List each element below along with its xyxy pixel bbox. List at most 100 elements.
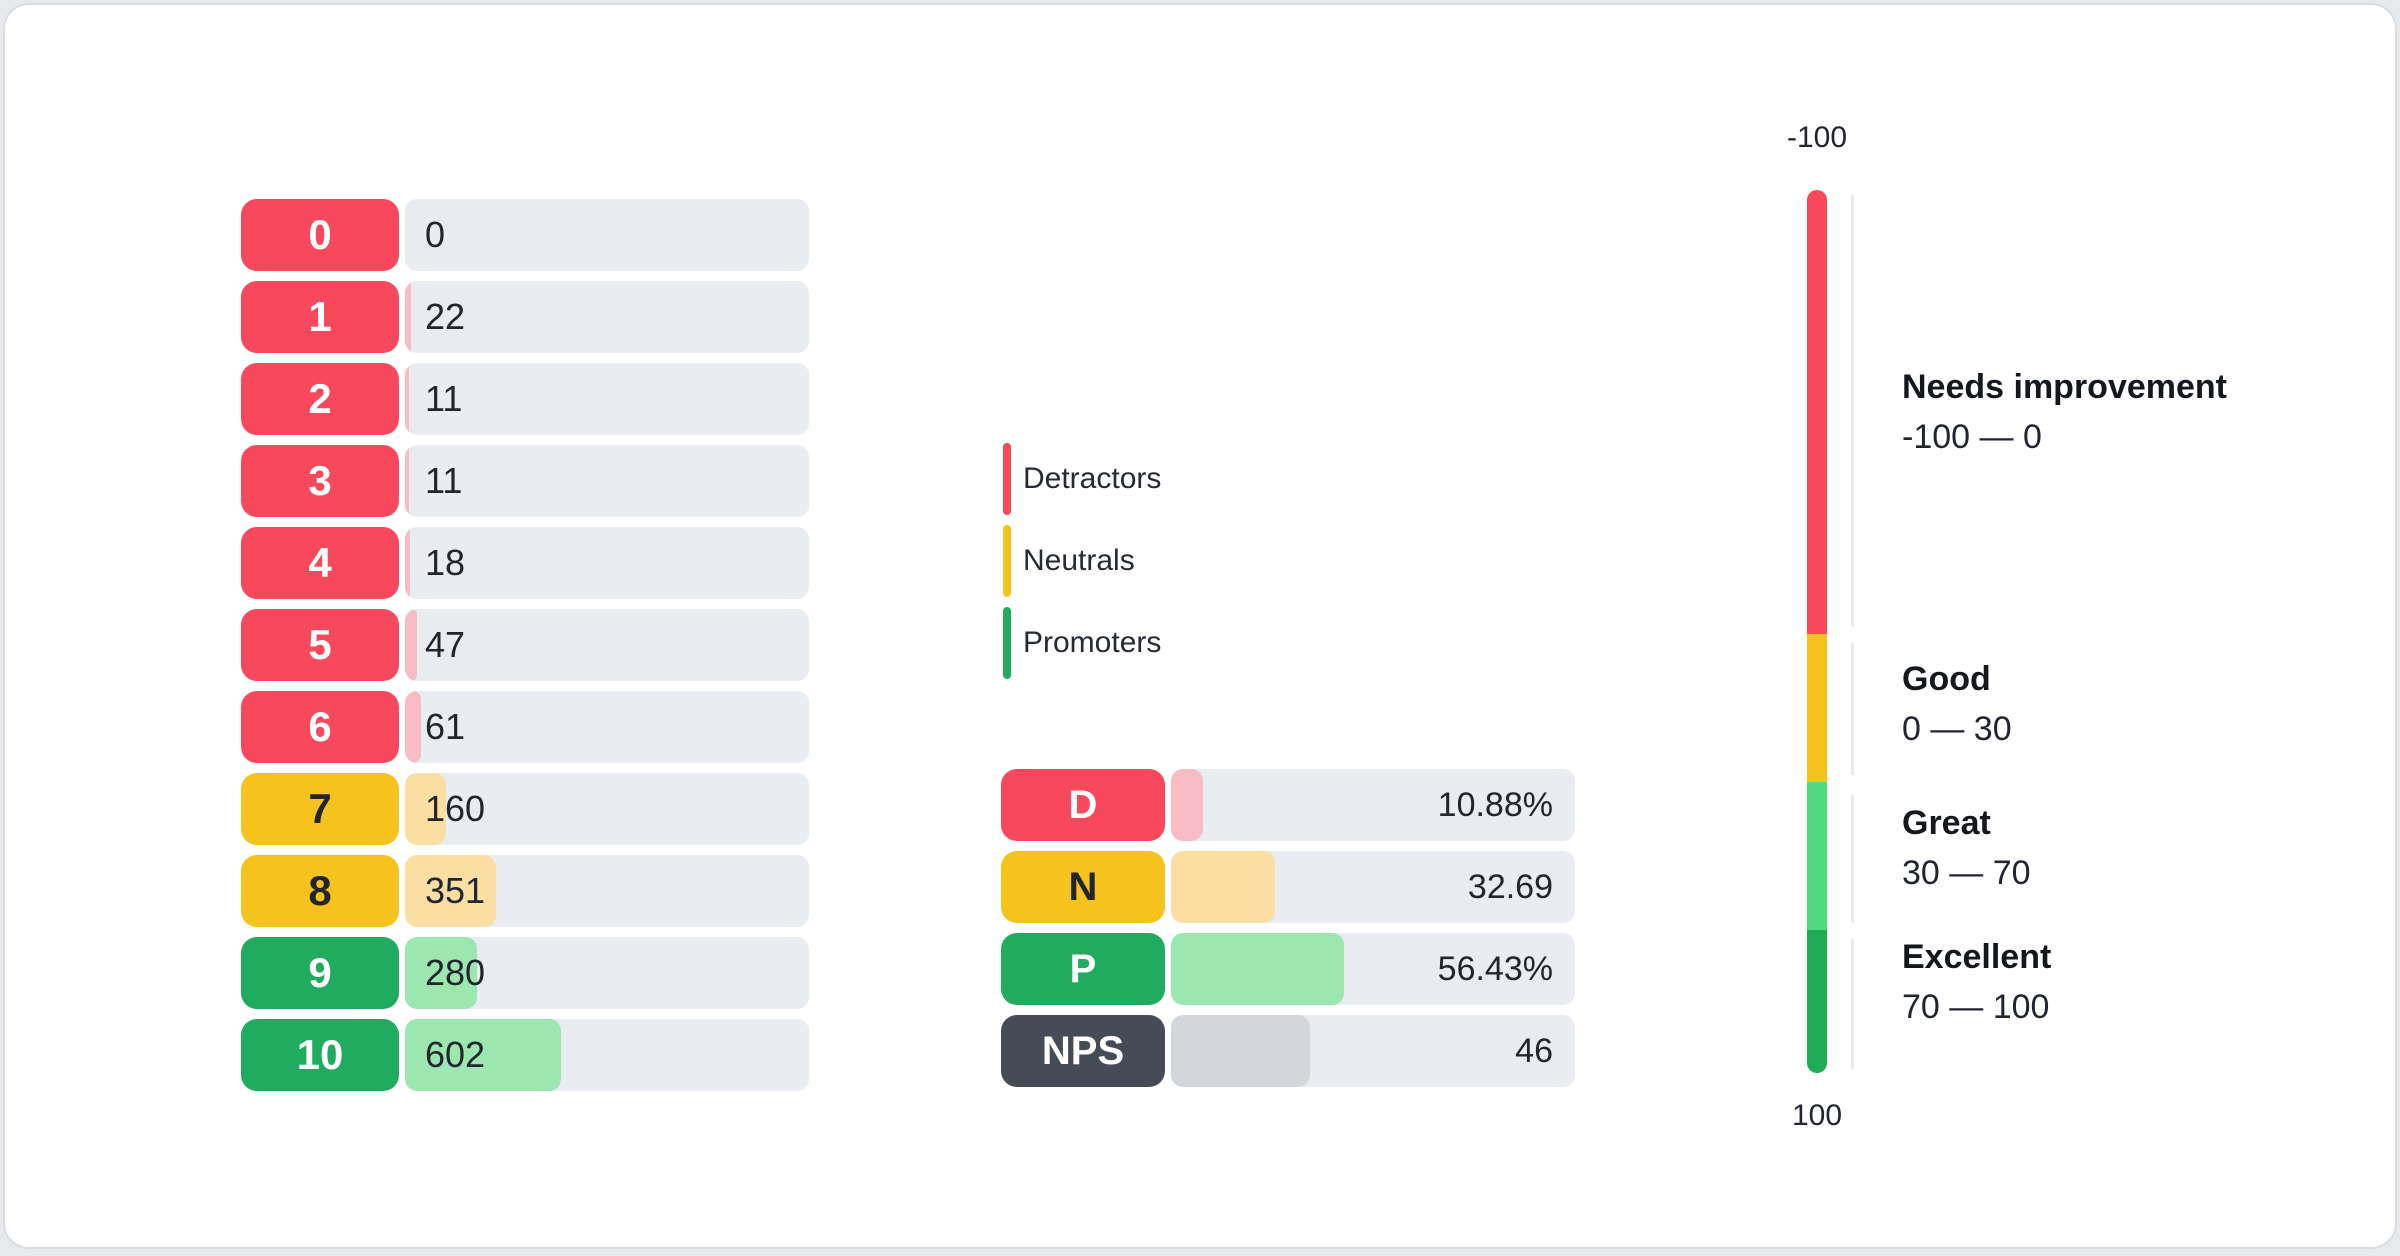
legend-item-detractors[interactable]: Detractors — [1003, 443, 1161, 515]
score-fill — [405, 773, 447, 845]
score-track: 0 — [405, 199, 809, 271]
summary-track: 10.88% — [1171, 769, 1575, 841]
legend-label: Detractors — [1023, 462, 1162, 495]
score-count: 351 — [425, 870, 486, 911]
score-track: 61 — [405, 691, 809, 763]
score-chip: 10 — [241, 1019, 399, 1091]
range-title: Needs improvement — [1902, 368, 2227, 406]
summary-row-promoters[interactable]: P 56.43% — [1001, 933, 1575, 1005]
score-count: 160 — [425, 788, 486, 829]
gauge-range-good: Good 0 — 30 — [1902, 657, 2012, 751]
score-chip: 3 — [241, 445, 399, 517]
summary-track: 32.69 — [1171, 851, 1575, 923]
detractors-swatch-icon — [1003, 443, 1011, 515]
score-chip: 8 — [241, 855, 399, 927]
neutrals-swatch-icon — [1003, 525, 1011, 597]
summary-row-nps[interactable]: NPS 46 — [1001, 1015, 1575, 1087]
gauge-range-great: Great 30 — 70 — [1902, 801, 2031, 895]
nps-legend: Detractors Neutrals Promoters — [1003, 443, 1161, 679]
summary-row-neutrals[interactable]: N 32.69 — [1001, 851, 1575, 923]
summary-chip: D — [1001, 769, 1165, 841]
summary-fill — [1171, 933, 1344, 1005]
legend-item-neutrals[interactable]: Neutrals — [1003, 525, 1161, 597]
gauge-bottom-label: 100 — [1791, 1099, 1843, 1132]
summary-row-detractors[interactable]: D 10.88% — [1001, 769, 1575, 841]
range-values: -100 — 0 — [1902, 418, 2042, 456]
summary-fill — [1171, 851, 1275, 923]
score-fill — [405, 1019, 561, 1091]
legend-label: Promoters — [1023, 626, 1162, 659]
score-count: 61 — [425, 706, 466, 747]
score-chip: 0 — [241, 199, 399, 271]
score-row-2[interactable]: 2 11 — [241, 363, 809, 435]
summary-chip: N — [1001, 851, 1165, 923]
score-row-6[interactable]: 6 61 — [241, 691, 809, 763]
range-title: Great — [1902, 804, 1991, 842]
gauge-range-excellent: Excellent 70 — 100 — [1902, 935, 2051, 1029]
score-track: 160 — [405, 773, 809, 845]
score-row-10[interactable]: 10 602 — [241, 1019, 809, 1091]
score-row-7[interactable]: 7 160 — [241, 773, 809, 845]
score-fill — [405, 363, 409, 435]
score-row-3[interactable]: 3 11 — [241, 445, 809, 517]
score-fill — [405, 609, 418, 681]
score-track: 18 — [405, 527, 809, 599]
score-chip: 2 — [241, 363, 399, 435]
gauge-segment-needs-improvement — [1807, 190, 1827, 634]
score-row-1[interactable]: 1 22 — [241, 281, 809, 353]
range-values: 70 — 100 — [1902, 988, 2050, 1026]
range-title: Good — [1902, 660, 1991, 698]
score-track: 22 — [405, 281, 809, 353]
gauge-top-label: -100 — [1786, 121, 1848, 154]
gauge-axis-line — [1851, 643, 1854, 775]
score-count: 280 — [425, 952, 486, 993]
score-chip: 1 — [241, 281, 399, 353]
summary-value: 10.88% — [1437, 785, 1553, 824]
summary-value: 46 — [1515, 1031, 1553, 1070]
score-chip: 7 — [241, 773, 399, 845]
summary-fill — [1171, 1015, 1310, 1087]
score-count: 47 — [425, 624, 466, 665]
gauge-axis-line — [1851, 939, 1854, 1069]
summary-track: 46 — [1171, 1015, 1575, 1087]
range-values: 0 — 30 — [1902, 710, 2012, 748]
nps-report-card: 0 0 1 22 2 11 — [3, 3, 2397, 1249]
summary-value: 56.43% — [1437, 949, 1553, 988]
score-track: 11 — [405, 445, 809, 517]
score-chip: 6 — [241, 691, 399, 763]
gauge-segment-good — [1807, 634, 1827, 782]
score-row-8[interactable]: 8 351 — [241, 855, 809, 927]
score-track: 351 — [405, 855, 809, 927]
score-count: 22 — [425, 296, 466, 337]
score-chip: 9 — [241, 937, 399, 1009]
score-fill — [405, 691, 421, 763]
gauge-segment-excellent — [1807, 930, 1827, 1073]
nps-summary-chart: D 10.88% N 32.69 P 56.43% — [1001, 769, 1575, 1087]
score-count: 11 — [425, 460, 463, 501]
gauge-segment-great — [1807, 782, 1827, 930]
score-row-0[interactable]: 0 0 — [241, 199, 809, 271]
summary-value: 32.69 — [1467, 867, 1553, 906]
legend-item-promoters[interactable]: Promoters — [1003, 607, 1161, 679]
score-row-4[interactable]: 4 18 — [241, 527, 809, 599]
score-count: 11 — [425, 378, 463, 419]
summary-chip: P — [1001, 933, 1165, 1005]
score-fill — [405, 281, 412, 353]
promoters-swatch-icon — [1003, 607, 1011, 679]
score-distribution-chart: 0 0 1 22 2 11 — [241, 199, 809, 1091]
legend-label: Neutrals — [1023, 544, 1135, 577]
score-fill — [405, 445, 409, 517]
summary-track: 56.43% — [1171, 933, 1575, 1005]
score-track: 47 — [405, 609, 809, 681]
score-count: 0 — [425, 214, 446, 255]
range-values: 30 — 70 — [1902, 854, 2031, 892]
score-count: 18 — [425, 542, 466, 583]
score-row-5[interactable]: 5 47 — [241, 609, 809, 681]
nps-scale-gauge — [1807, 190, 1827, 1073]
score-chip: 5 — [241, 609, 399, 681]
range-title: Excellent — [1902, 938, 2052, 976]
score-fill — [405, 937, 478, 1009]
score-row-9[interactable]: 9 280 — [241, 937, 809, 1009]
score-fill — [405, 855, 496, 927]
